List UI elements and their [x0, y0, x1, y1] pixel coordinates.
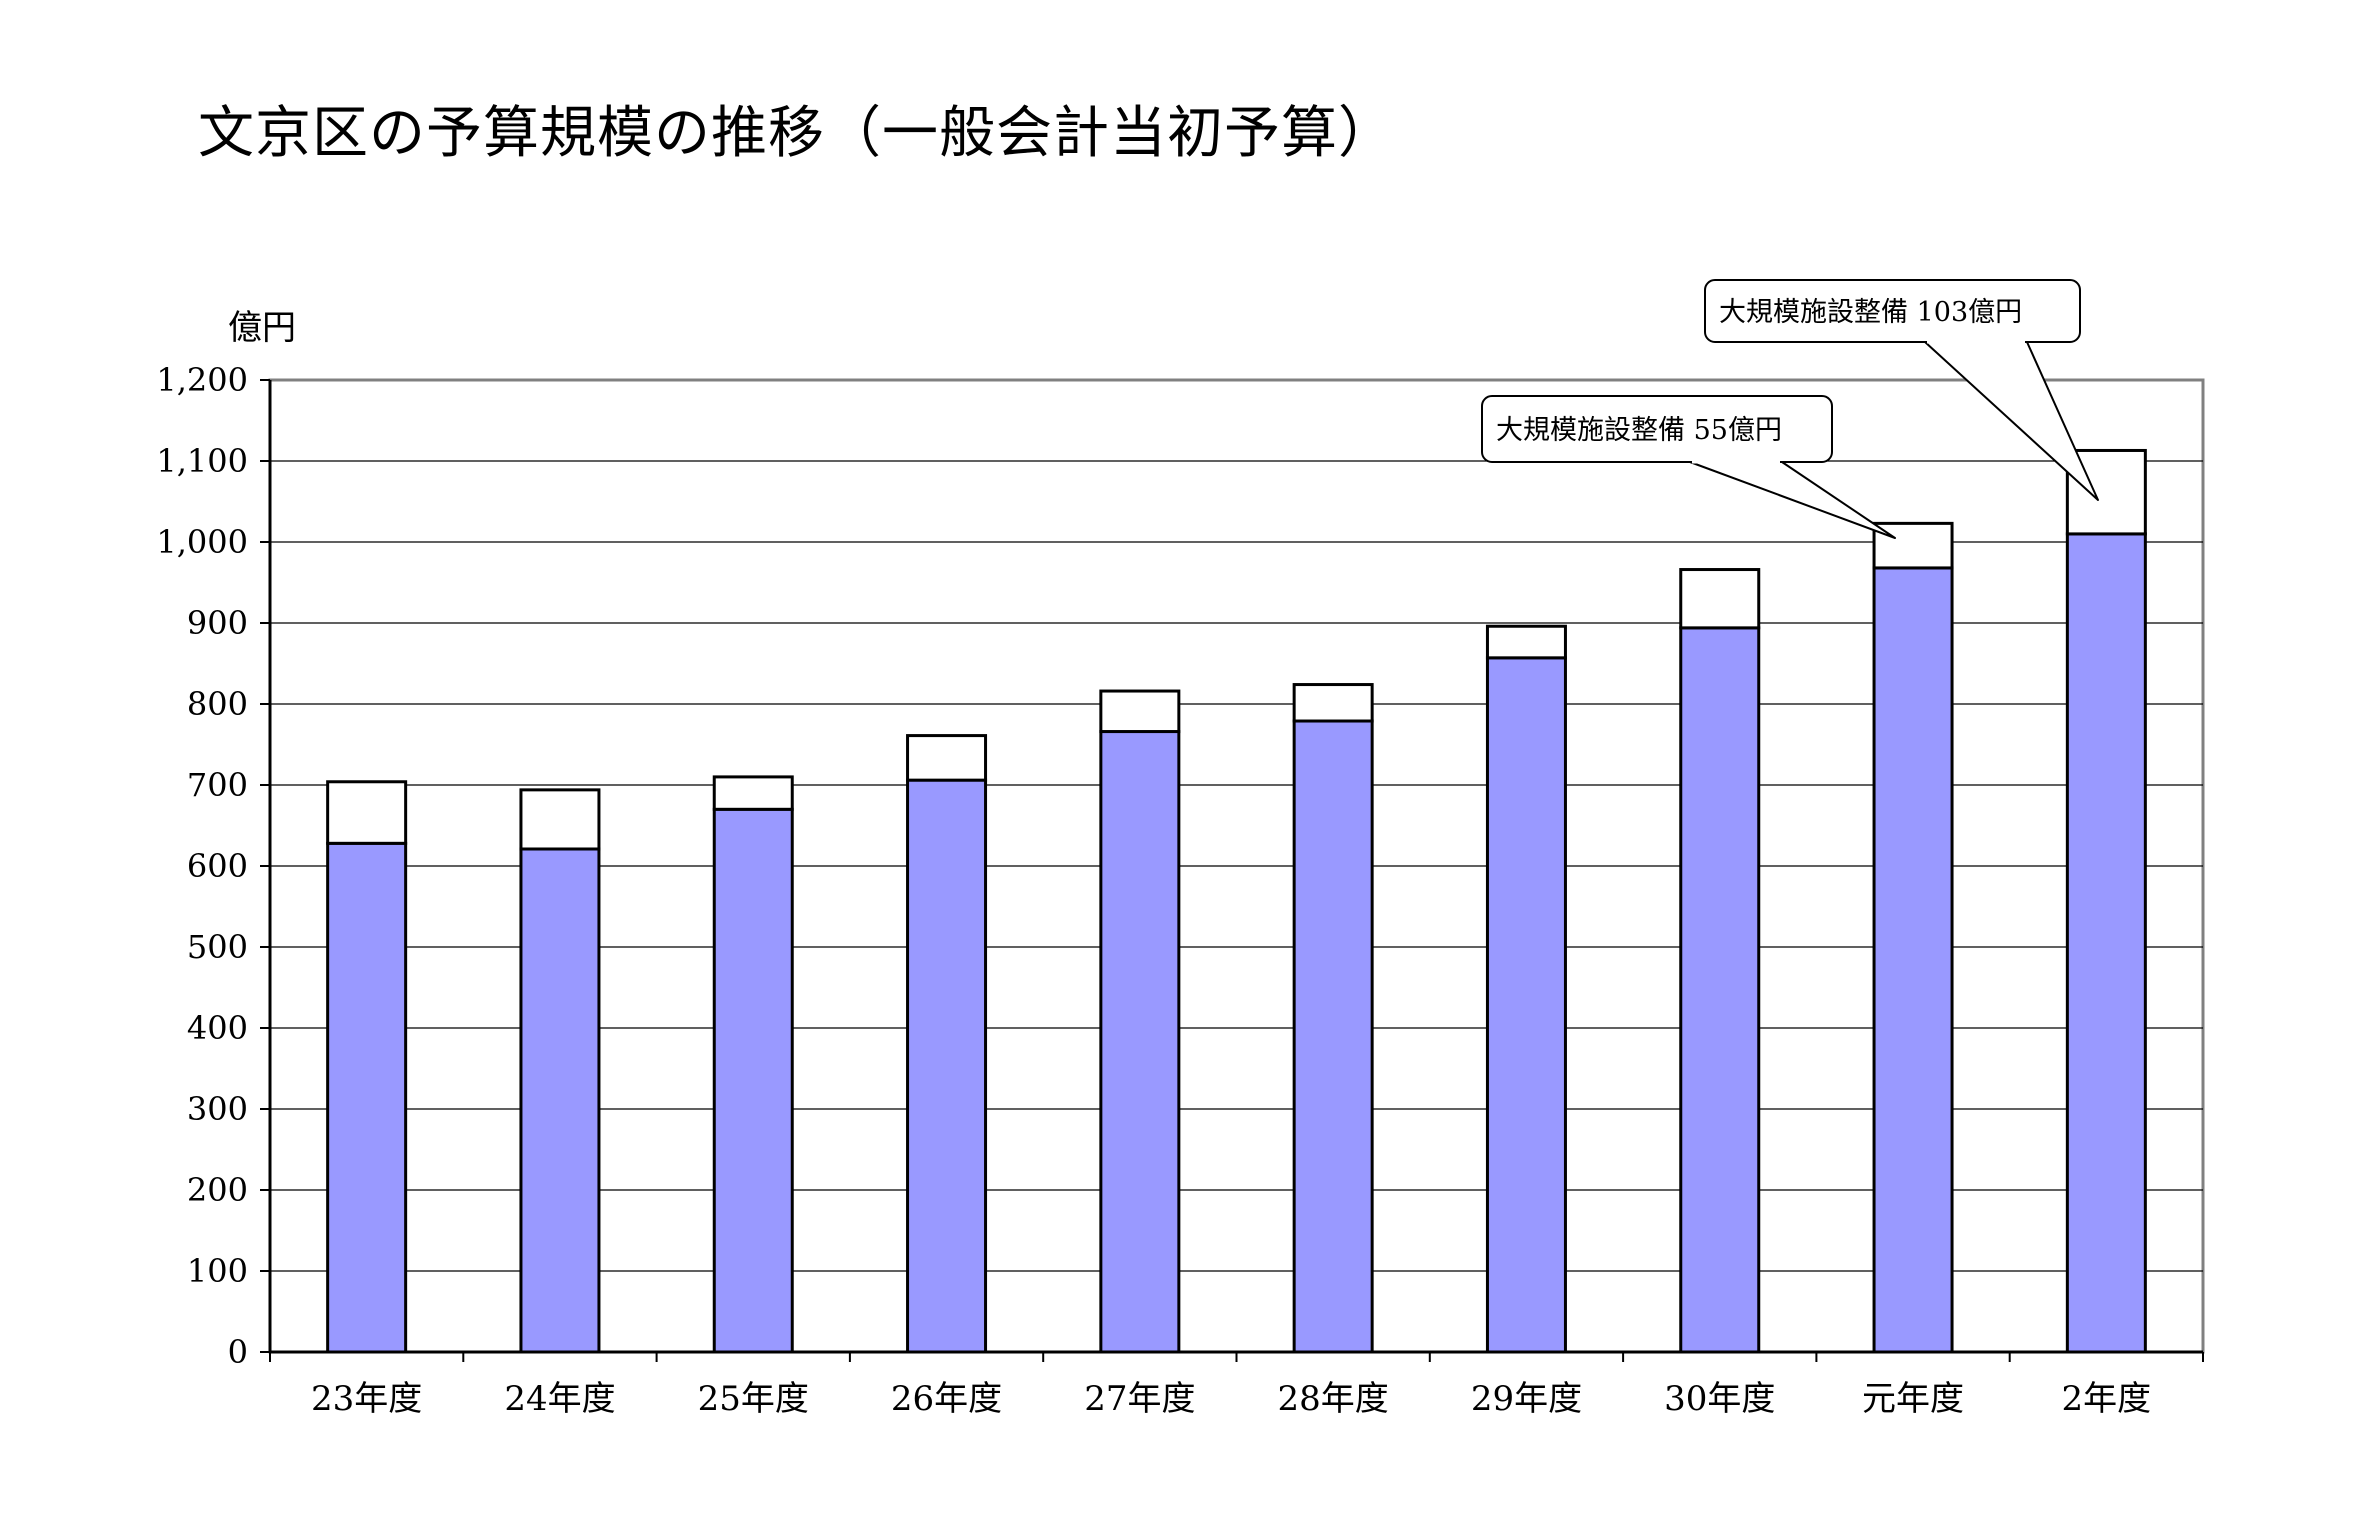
x-tick-label: 30年度 — [1664, 1379, 1775, 1419]
bar-base-segment — [519, 847, 601, 1354]
bar-base-segment — [906, 778, 988, 1354]
callout: 大規模施設整備 55億円 — [1481, 395, 1896, 539]
callout-pointer — [1689, 461, 1896, 539]
y-tick-label: 0 — [228, 1333, 248, 1371]
bar-large-facility-segment — [1872, 521, 1954, 570]
annotations: 大規模施設整備 55億円 大規模施設整備 103億円 — [1481, 279, 2099, 539]
x-tick-label: 28年度 — [1278, 1379, 1389, 1419]
x-tick-label: 24年度 — [504, 1379, 615, 1419]
page-title: 文京区の予算規模の推移（一般会計当初予算） — [198, 101, 1395, 166]
bar-large-facility-segment — [712, 775, 794, 811]
x-tick-label: 29年度 — [1471, 1379, 1582, 1419]
callout-box — [1481, 395, 1833, 463]
callout-label: 大規模施設整備 55億円 — [1496, 415, 1782, 446]
y-tick-label: 700 — [187, 766, 248, 804]
x-tick-label: 元年度 — [1862, 1379, 1964, 1419]
y-tick-label: 600 — [187, 847, 248, 885]
y-tick-label: 1,200 — [156, 361, 248, 399]
y-tick-label: 900 — [187, 604, 248, 642]
bar-base-segment — [712, 807, 794, 1354]
bar-large-facility-segment — [326, 780, 408, 845]
y-tick-label: 800 — [187, 685, 248, 723]
bar-base-segment — [1099, 730, 1181, 1354]
bar-base-segment — [1872, 566, 1954, 1354]
y-tick-label: 500 — [187, 928, 248, 966]
bar-base-segment — [1679, 626, 1761, 1354]
callout-label: 大規模施設整備 103億円 — [1719, 297, 2022, 328]
y-tick-label: 300 — [187, 1090, 248, 1128]
bar-base-segment — [2065, 532, 2147, 1354]
bar-large-facility-segment — [1292, 683, 1374, 723]
bar-base-segment — [326, 841, 408, 1354]
x-tick-label: 25年度 — [698, 1379, 809, 1419]
bars — [326, 448, 2147, 1354]
callout: 大規模施設整備 103億円 — [1704, 279, 2099, 501]
y-axis-label: 億円 — [228, 308, 296, 348]
callout-pointer — [1924, 341, 2099, 501]
axes: 0 100 200 300 400 500 600 700 800 900 1,000 1,100 1,… — [156, 361, 2204, 1419]
y-tick-label: 400 — [187, 1009, 248, 1047]
y-tick-label: 100 — [187, 1252, 248, 1290]
x-tick-label: 2年度 — [2062, 1379, 2152, 1419]
callout-box — [1704, 279, 2081, 343]
bar-large-facility-segment — [519, 788, 601, 851]
bar-large-facility-segment — [1485, 624, 1567, 660]
bar-base-segment — [1485, 656, 1567, 1354]
bar-large-facility-segment — [1679, 568, 1761, 630]
y-tick-label: 1,000 — [156, 523, 248, 561]
bar-large-facility-segment — [906, 734, 988, 782]
y-tick-label: 1,100 — [156, 442, 248, 480]
x-tick-label: 27年度 — [1084, 1379, 1195, 1419]
bar-base-segment — [1292, 719, 1374, 1354]
y-tick-label: 200 — [187, 1171, 248, 1209]
x-tick-label: 23年度 — [311, 1379, 422, 1419]
x-tick-label: 26年度 — [891, 1379, 1002, 1419]
bar-large-facility-segment — [1099, 689, 1181, 734]
